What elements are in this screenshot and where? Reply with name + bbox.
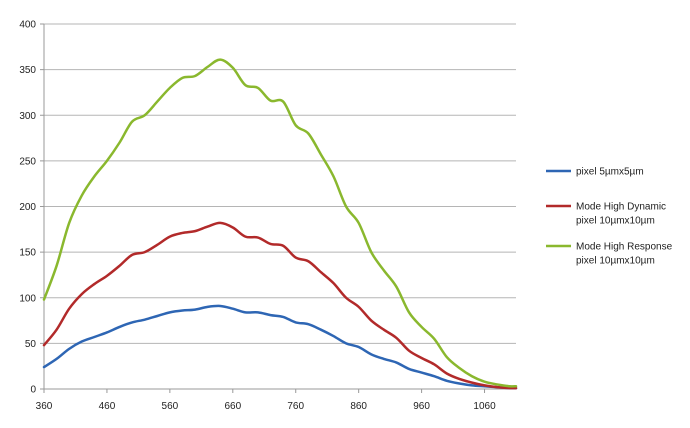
y-tick-label: 50 (25, 339, 37, 350)
x-tick-label: 1060 (473, 401, 496, 412)
legend-label-1: Mode High Dynamic (576, 202, 666, 213)
x-tick-label: 360 (36, 401, 53, 412)
x-axis-ticks: 360 460 560 660 760 860 960 1060 (36, 389, 496, 412)
plot-series (42, 58, 518, 390)
y-tick-label: 250 (19, 156, 36, 167)
series-line-0 (42, 304, 518, 390)
y-tick-label: 100 (19, 293, 36, 304)
y-tick-label: 400 (19, 20, 36, 31)
y-tick-label: 350 (19, 65, 36, 76)
series-line-2 (42, 58, 518, 388)
y-tick-label: 0 (30, 385, 36, 396)
x-tick-label: 760 (287, 401, 304, 412)
y-tick-label: 300 (19, 111, 36, 122)
x-tick-label: 660 (224, 401, 241, 412)
legend-label-0: pixel 5µmx5µm (576, 167, 644, 178)
legend: pixel 5µmx5µm Mode High Dynamic pixel 10µm… (546, 167, 673, 267)
y-axis-ticks: 0 50 100 150 200 250 300 350 400 (19, 20, 44, 396)
series-line-1 (42, 221, 518, 390)
y-tick-label: 200 (19, 202, 36, 213)
x-tick-label: 960 (413, 401, 430, 412)
x-tick-label: 860 (350, 401, 367, 412)
x-tick-label: 460 (99, 401, 116, 412)
legend-label-2: pixel 10µmx10µm (576, 256, 655, 267)
gridlines (44, 23, 516, 344)
x-tick-label: 560 (162, 401, 179, 412)
legend-label-1: pixel 10µmx10µm (576, 216, 655, 227)
y-tick-label: 150 (19, 248, 36, 259)
legend-label-2: Mode High Response (576, 242, 673, 253)
